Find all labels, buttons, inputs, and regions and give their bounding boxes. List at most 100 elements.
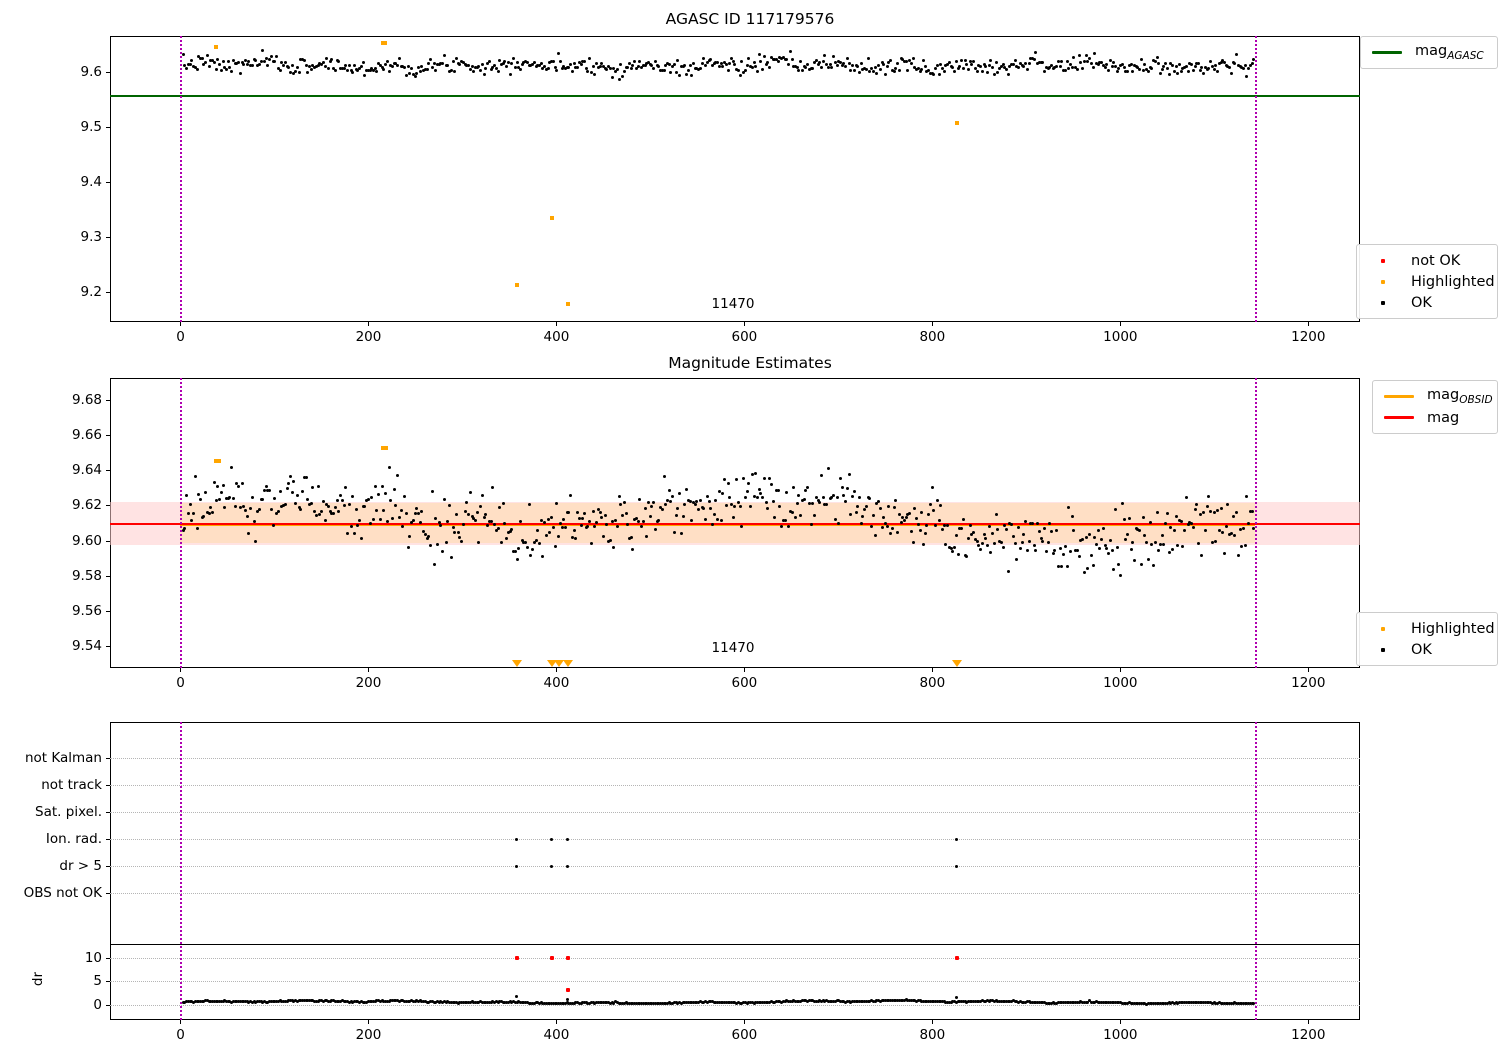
dr-point-ok [275,1000,279,1004]
scatter-point-ok [795,502,799,506]
scatter-point-ok [602,65,606,69]
scatter-point-ok [404,74,408,78]
dr-point-ok [349,999,353,1003]
dr-point-ok [1158,1001,1162,1005]
dr-point-ok [278,999,282,1003]
scatter-point-ok [735,67,739,71]
scatter-point-ok [830,495,834,499]
scatter-point-ok [788,509,792,513]
scatter-point-ok [1172,529,1176,533]
scatter-point-ok [1103,543,1107,547]
scatter-point-ok [335,59,339,63]
scatter-point-ok [600,515,604,519]
scatter-point-ok [1250,61,1254,65]
ytick-mark [106,126,110,128]
scatter-point-ok [288,474,292,478]
scatter-point-ok [934,66,938,70]
scatter-point-ok [368,69,372,73]
scatter-point-ok [1169,61,1173,65]
dr-point-ok [333,999,337,1003]
scatter-point-ok [953,546,957,550]
scatter-point-ok [878,67,882,71]
scatter-point-ok [1167,73,1171,77]
dr-point-ok [864,999,868,1003]
scatter-point-ok [818,61,822,65]
scatter-point-ok [1193,65,1197,69]
legend-point-classes-mid[interactable]: Highlighted OK [1356,612,1498,666]
scatter-point-ok [947,60,951,64]
scatter-point-ok [915,67,919,71]
scatter-point-ok [1089,61,1093,65]
scatter-point-ok [1177,519,1181,523]
scatter-point-ok [875,72,879,76]
dr-point-ok [474,1000,478,1004]
dr-point-ok [778,1000,782,1004]
dr-point-ok [465,1000,469,1004]
scatter-point-ok [913,506,917,510]
scatter-point-ok [524,60,528,64]
scatter-point-ok [470,515,474,519]
scatter-point-ok [555,502,559,506]
scatter-point-ok [306,70,310,74]
dr-point-ok [285,999,289,1003]
scatter-point-ok [1120,62,1124,66]
dr-point-ok [209,1000,213,1004]
ytick-mark [106,505,110,507]
scatter-point-ok [529,554,533,558]
scatter-point-ok [579,62,583,66]
dr-point-ok [612,1001,616,1005]
scatter-point-ok [710,64,714,68]
dr-point-ok [572,1002,576,1006]
ytick-mark [106,981,110,983]
dr-point-ok [515,1000,519,1004]
dr-point-ok [873,999,877,1003]
scatter-point-ok [560,525,564,529]
legend-point-classes-top[interactable]: not OK Highlighted OK [1356,244,1498,319]
scatter-point-ok [1236,63,1240,67]
dr-point-ok [915,999,919,1003]
scatter-point-ok [1217,62,1221,66]
scatter-point-ok [1200,554,1204,558]
scatter-point-ok [925,523,929,527]
scatter-point-ok [583,512,586,516]
dr-point-ok [347,1000,351,1004]
scatter-point-ok [1072,528,1076,532]
dr-point-ok [527,1001,531,1005]
scatter-point-ok [1141,68,1145,72]
dr-point-ok [1129,1001,1133,1005]
legend-item-mag-agasc: magAGASC [1369,42,1489,63]
dr-point-ok [1091,1000,1095,1004]
scatter-point-ok [209,58,213,62]
dr-point-ok [1241,1002,1245,1006]
dr-point-ok [645,1002,649,1006]
dr-point-ok [320,999,324,1003]
scatter-point-ok [1226,65,1230,69]
scatter-point-ok [576,66,580,70]
scatter-point-ok [517,65,521,69]
scatter-point-ok [666,62,670,66]
scatter-point-ok [287,482,291,486]
flag-marker [515,864,519,868]
scatter-point-ok [205,54,209,58]
dr-point-ok [868,999,872,1003]
legend-agasc[interactable]: magAGASC [1360,36,1498,69]
legend-mag-lines[interactable]: magOBSID mag [1372,380,1498,434]
scatter-point-ok [761,496,765,500]
scatter-point-ok [1136,527,1140,531]
dr-point-ok [598,1000,602,1004]
dr-point-ok [1133,1002,1137,1006]
scatter-point-ok [671,65,675,69]
dr-point-ok [477,1000,481,1004]
scatter-point-ok [185,67,189,71]
dr-point-ok [1098,1001,1102,1005]
dr-point-ok [878,999,882,1003]
scatter-point-ok [1091,563,1095,567]
scatter-point-ok [1222,61,1226,65]
scatter-point-ok [188,502,192,506]
scatter-point-ok [838,476,842,480]
scatter-point-ok [567,510,571,514]
scatter-point-ok [1235,510,1239,514]
dr-point-ok [188,1000,192,1004]
scatter-point-ok [641,519,645,523]
dr-point-ok [1122,1001,1126,1005]
